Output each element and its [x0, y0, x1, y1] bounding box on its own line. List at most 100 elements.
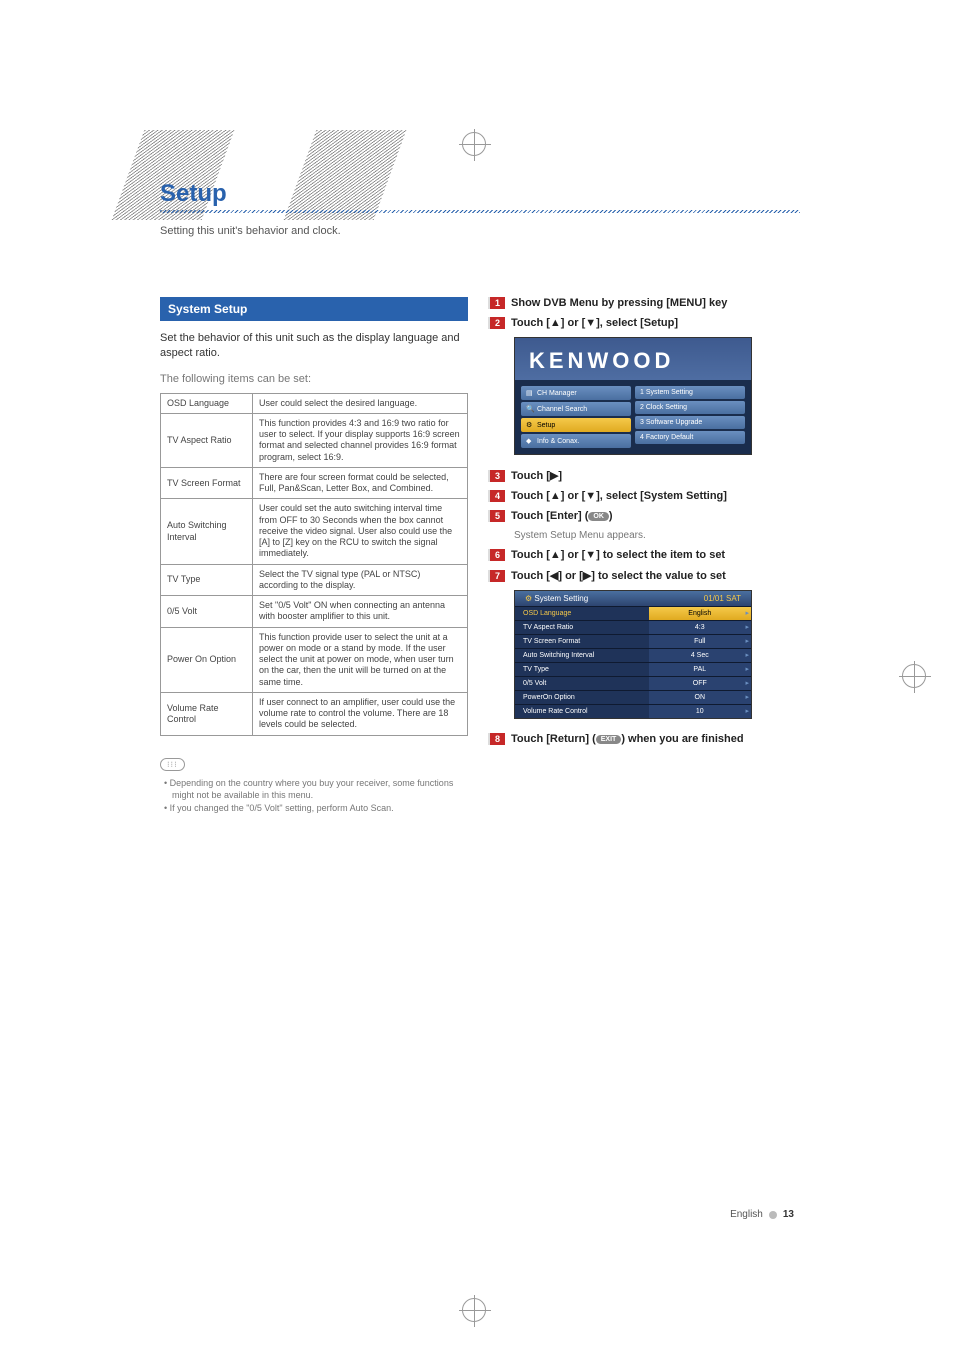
settings-row-label: TV Type	[515, 663, 649, 676]
step-text: Touch [Enter] (OK)	[511, 510, 613, 522]
menu-left-item: ⚙Setup	[521, 418, 631, 432]
chevron-icon: ▸	[745, 665, 749, 673]
note-icon: ⁝⁝⁝	[160, 758, 185, 771]
settings-row-label: Auto Switching Interval	[515, 649, 649, 662]
settings-row-value: OFF▸	[649, 677, 751, 690]
step-number: 7	[490, 570, 505, 582]
step-text: Touch [▲] or [▼], select [System Setting…	[511, 490, 727, 502]
setting-desc: If user connect to an amplifier, user co…	[253, 692, 468, 735]
step-1: 1 Show DVB Menu by pressing [MENU] key	[490, 297, 798, 309]
note-item: If you changed the "0/5 Volt" setting, p…	[172, 802, 468, 815]
settings-row-value: English▸	[649, 607, 751, 620]
step-text: Touch [Return] (EXIT) when you are finis…	[511, 733, 744, 745]
step-3: 3 Touch [▶]	[490, 469, 798, 482]
step-8: 8 Touch [Return] (EXIT) when you are fin…	[490, 733, 798, 745]
title-underline	[160, 210, 800, 213]
setting-desc: There are four screen format could be se…	[253, 467, 468, 499]
chevron-icon: ▸	[745, 679, 749, 687]
right-column: 1 Show DVB Menu by pressing [MENU] key 2…	[490, 297, 798, 753]
footer-page-number: 13	[783, 1209, 794, 1220]
footer-dot-icon	[769, 1211, 777, 1219]
setting-desc: User could select the desired language.	[253, 393, 468, 413]
registration-mark	[462, 1298, 486, 1322]
notes-list: Depending on the country where you buy y…	[160, 777, 468, 815]
step-number: 1	[490, 297, 505, 309]
setting-desc: This function provide user to select the…	[253, 627, 468, 692]
settings-row-label: 0/5 Volt	[515, 677, 649, 690]
registration-mark	[462, 132, 486, 156]
step-4: 4 Touch [▲] or [▼], select [System Setti…	[490, 490, 798, 502]
step-text-pre: Touch [Return] (	[511, 733, 596, 745]
setting-desc: This function provides 4:3 and 16:9 two …	[253, 413, 468, 467]
step-number: 5	[490, 510, 505, 522]
chevron-icon: ▸	[745, 609, 749, 617]
step-text-post: ) when you are finished	[621, 733, 743, 745]
settings-row-value: 4:3▸	[649, 621, 751, 634]
ss-time: 01/01 SAT	[704, 594, 741, 603]
step-2: 2 Touch [▲] or [▼], select [Setup]	[490, 317, 798, 329]
table-row: TV Aspect RatioThis function provides 4:…	[161, 413, 468, 467]
registration-mark	[902, 664, 926, 688]
setting-name: Auto Switching Interval	[161, 499, 253, 564]
table-row: Power On OptionThis function provide use…	[161, 627, 468, 692]
step-text: Touch [▶]	[511, 469, 562, 482]
settings-row-label: TV Aspect Ratio	[515, 621, 649, 634]
settings-row-value: 10▸	[649, 705, 751, 718]
ok-icon: OK	[588, 512, 609, 521]
chevron-icon: ▸	[745, 693, 749, 701]
step-number: 6	[490, 549, 505, 561]
settings-row-label: Volume Rate Control	[515, 705, 649, 718]
step-text: Touch [◀] or [▶] to select the value to …	[511, 569, 726, 582]
footer-lang: English	[730, 1209, 763, 1220]
setting-name: 0/5 Volt	[161, 596, 253, 628]
chevron-icon: ▸	[745, 623, 749, 631]
setting-name: Volume Rate Control	[161, 692, 253, 735]
system-setup-header: System Setup	[160, 297, 468, 321]
menu-left-item: 🔍Channel Search	[521, 402, 631, 416]
menu-right-item: 1 System Setting	[635, 386, 745, 399]
menu-left-item: ▤CH Manager	[521, 386, 631, 400]
exit-icon: EXIT	[596, 735, 622, 744]
step-number: 4	[490, 490, 505, 502]
setting-name: TV Aspect Ratio	[161, 413, 253, 467]
note-item: Depending on the country where you buy y…	[172, 777, 468, 802]
settings-row-value: Full▸	[649, 635, 751, 648]
step-5-subtext: System Setup Menu appears.	[514, 530, 798, 541]
settings-row: 0/5 VoltOFF▸	[515, 676, 751, 690]
step-text-post: )	[609, 510, 613, 522]
settings-row-value: ON▸	[649, 691, 751, 704]
menu-item-icon: 🔍	[526, 405, 534, 413]
setting-name: OSD Language	[161, 393, 253, 413]
menu-item-icon: ⚙	[526, 421, 534, 429]
menu-screenshot-1: KENWOOD ▤CH Manager 🔍Channel Search ⚙Setup…	[514, 337, 752, 455]
setting-desc: Set "0/5 Volt" ON when connecting an ant…	[253, 596, 468, 628]
menu-right-item: 3 Software Upgrade	[635, 416, 745, 429]
kenwood-logo: KENWOOD	[515, 338, 751, 380]
menu-left-item: ◆Info & Conax.	[521, 434, 631, 448]
page-footer: English 13	[730, 1209, 794, 1220]
step-5: 5 Touch [Enter] (OK)	[490, 510, 798, 522]
menu-screenshot-2: ⚙ System Setting 01/01 SAT OSD LanguageE…	[514, 590, 752, 719]
items-intro: The following items can be set:	[160, 373, 468, 385]
settings-row: Auto Switching Interval4 Sec▸	[515, 648, 751, 662]
setting-desc: Select the TV signal type (PAL or NTSC) …	[253, 564, 468, 596]
menu-right-item: 2 Clock Setting	[635, 401, 745, 414]
step-number: 2	[490, 317, 505, 329]
settings-row: OSD LanguageEnglish▸	[515, 606, 751, 620]
settings-table: OSD LanguageUser could select the desire…	[160, 393, 468, 736]
settings-row-value: 4 Sec▸	[649, 649, 751, 662]
left-column: System Setup Set the behavior of this un…	[160, 297, 468, 814]
settings-row: Volume Rate Control10▸	[515, 704, 751, 718]
step-text: Touch [▲] or [▼] to select the item to s…	[511, 549, 725, 561]
menu-item-icon: ▤	[526, 389, 534, 397]
ss-title: ⚙ System Setting	[525, 594, 588, 603]
step-text-pre: Touch [Enter] (	[511, 510, 588, 522]
chevron-icon: ▸	[745, 707, 749, 715]
menu-item-icon: ◆	[526, 437, 534, 445]
setting-name: Power On Option	[161, 627, 253, 692]
setting-name: TV Screen Format	[161, 467, 253, 499]
settings-row: PowerOn OptionON▸	[515, 690, 751, 704]
settings-row-label: TV Screen Format	[515, 635, 649, 648]
step-7: 7 Touch [◀] or [▶] to select the value t…	[490, 569, 798, 582]
ss-title-text: System Setting	[534, 594, 588, 603]
